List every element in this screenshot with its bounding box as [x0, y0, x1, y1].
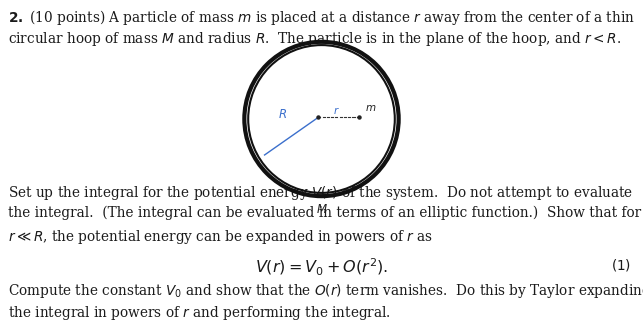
Text: $m$: $m$ — [365, 103, 376, 112]
Text: $\mathbf{2.}$ (10 points) A particle of mass $m$ is placed at a distance $r$ awa: $\mathbf{2.}$ (10 points) A particle of … — [8, 8, 635, 27]
Text: $M$: $M$ — [316, 203, 327, 216]
Text: $r \ll R$, the potential energy can be expanded in powers of $r$ as: $r \ll R$, the potential energy can be e… — [8, 228, 433, 246]
Text: Set up the integral for the potential energy $V(r)$ of the system.  Do not attem: Set up the integral for the potential en… — [8, 184, 633, 202]
Text: Compute the constant $V_0$ and show that the $O(r)$ term vanishes.  Do this by T: Compute the constant $V_0$ and show that… — [8, 282, 643, 301]
Text: the integral in powers of $r$ and performing the integral.: the integral in powers of $r$ and perfor… — [8, 304, 392, 322]
Text: $R$: $R$ — [278, 108, 287, 121]
Text: the integral.  (The integral can be evaluated in terms of an elliptic function.): the integral. (The integral can be evalu… — [8, 206, 642, 220]
Text: $r$: $r$ — [333, 105, 340, 116]
Text: $V(r) = V_0 + O(r^2).$: $V(r) = V_0 + O(r^2).$ — [255, 257, 388, 278]
Text: $(1)$: $(1)$ — [611, 257, 631, 274]
Text: circular hoop of mass $M$ and radius $R$.  The particle is in the plane of the h: circular hoop of mass $M$ and radius $R$… — [8, 30, 622, 48]
